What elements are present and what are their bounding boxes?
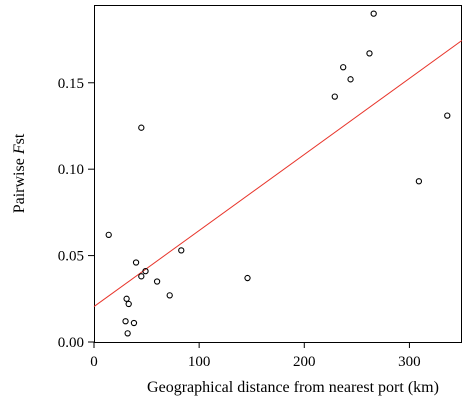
data-point-16 — [347, 76, 354, 83]
y-axis-title-suffix: st — [11, 133, 28, 144]
x-axis: 0 100 200 300 — [90, 342, 421, 370]
data-point-14 — [331, 93, 338, 100]
y-tick-label-0: 0.00 — [58, 335, 84, 351]
data-point-3 — [123, 295, 130, 302]
y-tick-label-1: 0.05 — [58, 249, 84, 265]
data-point-1 — [122, 318, 129, 325]
data-point-4 — [125, 300, 132, 308]
y-axis-title-italic: F — [11, 144, 28, 155]
x-axis-title: Geographical distance from nearest port … — [147, 379, 439, 396]
data-point-8 — [138, 124, 145, 131]
data-point-17 — [366, 50, 373, 57]
y-axis: 0.00 0.05 0.10 0.15 — [58, 76, 94, 351]
data-point-5 — [130, 319, 138, 327]
y-axis-title: Pairwise Fst — [11, 133, 28, 213]
regression-line — [93, 40, 462, 307]
data-point-15 — [340, 64, 347, 71]
data-point-19 — [415, 178, 423, 185]
y-axis-title-prefix: Pairwise — [11, 154, 28, 213]
x-tick-label-0: 0 — [90, 354, 98, 370]
data-point-2 — [124, 330, 131, 337]
data-point-11 — [166, 292, 173, 299]
regression-line-group — [93, 40, 462, 307]
y-tick-label-3: 0.15 — [58, 76, 84, 92]
y-tick-label-2: 0.10 — [58, 162, 84, 178]
data-point-6 — [132, 259, 140, 266]
data-point-9 — [142, 267, 149, 275]
data-point-7 — [138, 273, 145, 280]
x-tick-label-3: 300 — [398, 354, 421, 370]
data-point-20 — [444, 112, 451, 119]
data-points — [105, 10, 451, 337]
data-point-18 — [370, 10, 377, 17]
data-point-12 — [178, 247, 185, 254]
x-tick-label-2: 200 — [293, 354, 316, 370]
x-tick-label-1: 100 — [188, 354, 211, 370]
data-point-10 — [153, 278, 161, 285]
data-point-13 — [244, 274, 251, 282]
data-point-0 — [105, 231, 112, 239]
